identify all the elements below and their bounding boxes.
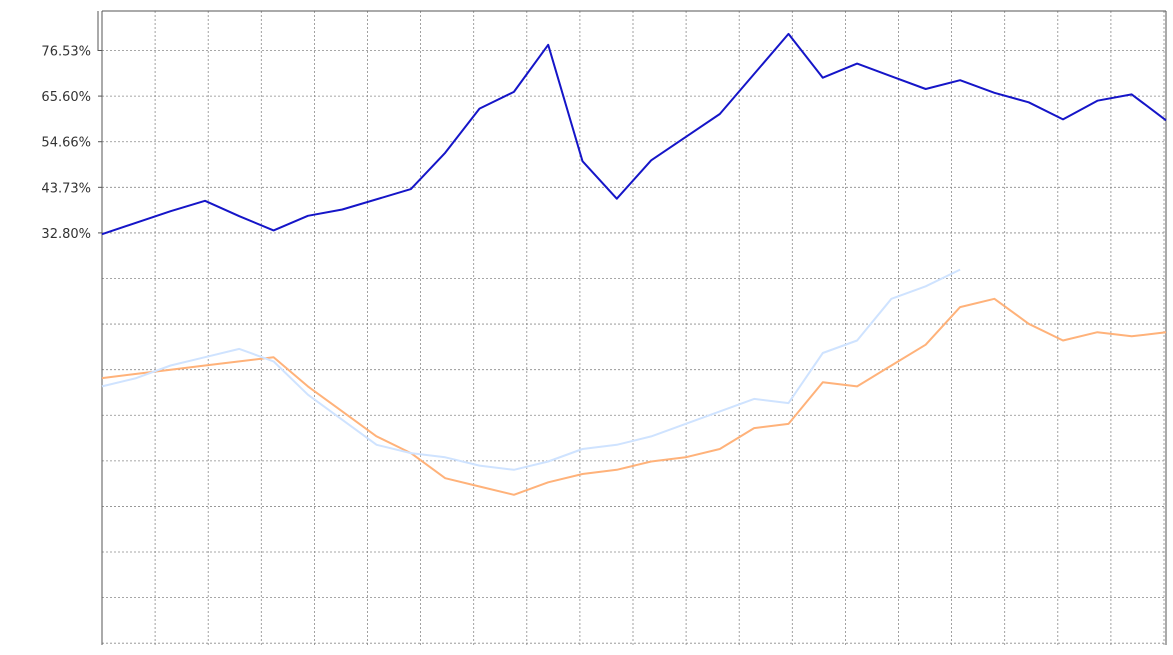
- series-group: [101, 32, 1167, 496]
- y-tick-label: 43.73%: [41, 181, 91, 196]
- y-tick-labels: 76.53% 65.60% 54.66% 43.73% 32.80%: [41, 44, 91, 241]
- series-line-light-blue: [101, 268, 961, 471]
- y-tick-label: 76.53%: [41, 44, 91, 59]
- axes: [97, 10, 1167, 645]
- y-tick-label: 54.66%: [41, 136, 91, 151]
- plot-area: [102, 11, 1166, 645]
- y-tick-label: 65.60%: [41, 90, 91, 105]
- y-tick-label: 32.80%: [41, 227, 91, 242]
- grid: [102, 11, 1166, 645]
- series-line-orange: [101, 297, 1167, 496]
- series-line-primary: [101, 32, 1167, 236]
